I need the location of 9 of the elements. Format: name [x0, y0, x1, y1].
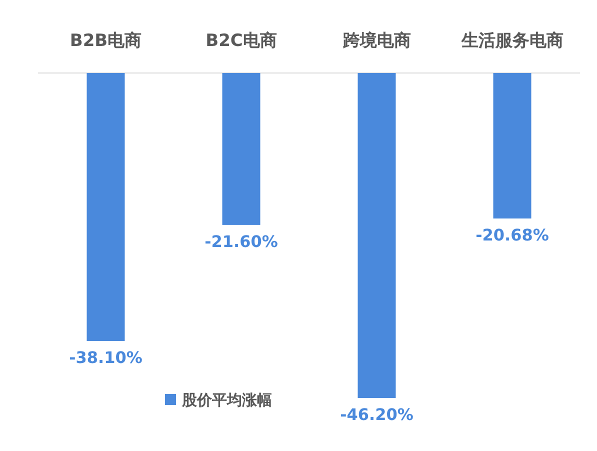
- x-tick-label: B2C电商: [206, 31, 277, 51]
- x-tick-label: B2B电商: [70, 31, 142, 51]
- data-label: -21.60%: [204, 232, 278, 251]
- data-label: -20.68%: [476, 225, 549, 244]
- x-tick-label: 生活服务电商: [460, 31, 564, 51]
- legend-label: 股价平均涨幅: [181, 391, 272, 409]
- data-label: -38.10%: [69, 348, 142, 368]
- x-tick-label: 跨境电商: [342, 31, 411, 51]
- data-label: -46.20%: [340, 405, 414, 424]
